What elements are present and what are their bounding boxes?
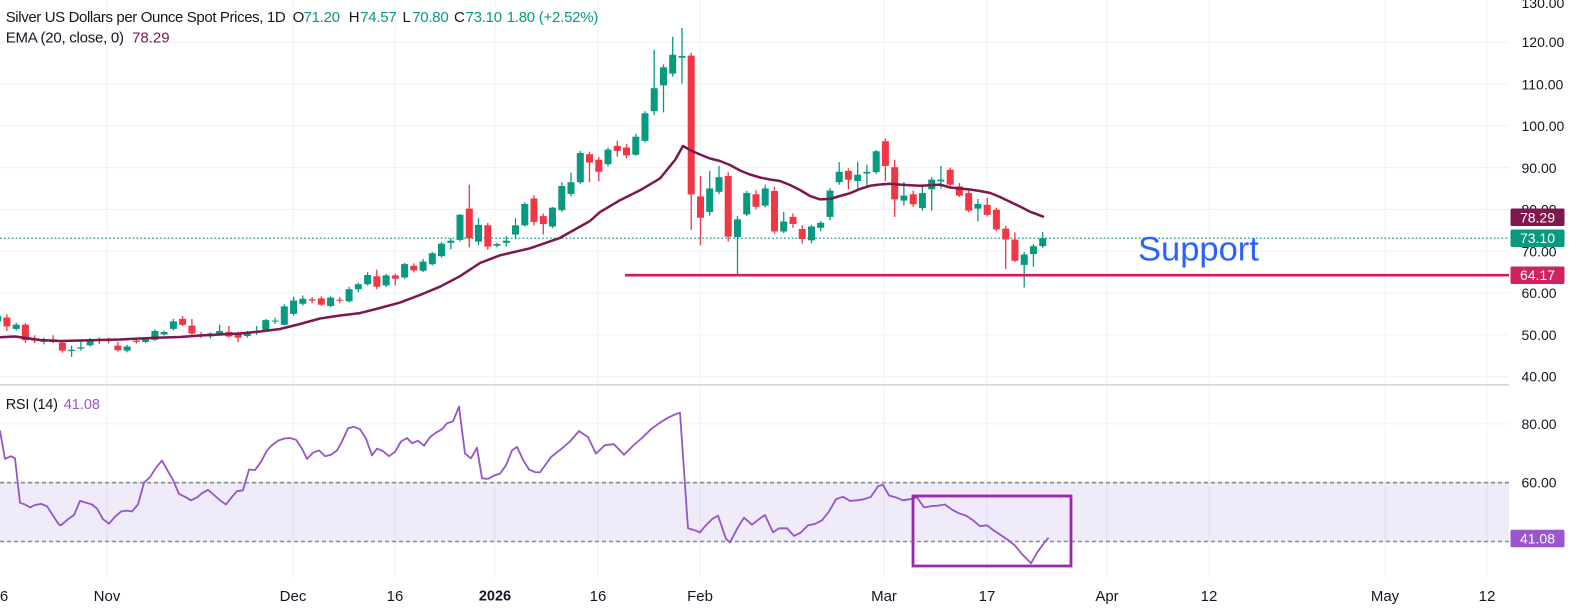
svg-text:130.00: 130.00 [1522,0,1565,11]
svg-text:Silver US Dollars per Ounce Sp: Silver US Dollars per Ounce Spot Prices,… [6,9,286,26]
svg-text:May: May [1371,588,1400,605]
svg-text:Support: Support [1138,231,1259,269]
svg-text:12: 12 [1479,588,1496,605]
svg-text:L: L [403,9,411,26]
svg-text:17: 17 [979,588,996,605]
svg-text:41.08: 41.08 [1520,531,1555,547]
svg-text:O: O [293,9,304,26]
svg-text:64.17: 64.17 [1520,267,1555,283]
svg-text:Mar: Mar [871,588,897,605]
svg-text:80.00: 80.00 [1522,416,1557,432]
svg-text:71.20: 71.20 [304,9,340,26]
svg-text:78.29: 78.29 [132,29,170,46]
svg-text:60.00: 60.00 [1522,475,1557,491]
svg-text:EMA (20, close, 0): EMA (20, close, 0) [6,29,124,46]
svg-text:Nov: Nov [94,588,121,605]
svg-text:6: 6 [0,588,8,605]
svg-text:41.08: 41.08 [64,397,100,413]
svg-text:120.00: 120.00 [1522,34,1565,50]
svg-text:2026: 2026 [479,589,511,605]
svg-text:100.00: 100.00 [1522,118,1565,134]
svg-text:RSI (14): RSI (14) [6,397,58,413]
svg-text:74.57: 74.57 [360,9,396,26]
svg-text:Dec: Dec [280,588,307,605]
svg-text:73.10: 73.10 [1520,230,1555,246]
svg-text:90.00: 90.00 [1522,160,1557,176]
svg-text:40.00: 40.00 [1522,369,1557,385]
svg-text:70.80: 70.80 [412,9,448,26]
svg-text:73.10: 73.10 [466,9,502,26]
svg-text:60.00: 60.00 [1522,285,1557,301]
svg-text:16: 16 [387,588,404,605]
svg-text:78.29: 78.29 [1520,209,1555,225]
svg-text:H: H [349,9,360,26]
svg-text:50.00: 50.00 [1522,327,1557,343]
svg-text:12: 12 [1201,588,1218,605]
svg-text:70.00: 70.00 [1522,243,1557,259]
svg-text:Apr: Apr [1095,588,1118,605]
svg-text:Feb: Feb [687,588,713,605]
svg-text:16: 16 [590,588,607,605]
svg-text:C: C [454,9,465,26]
svg-text:110.00: 110.00 [1522,76,1564,92]
svg-text:1.80 (+2.52%): 1.80 (+2.52%) [507,9,599,26]
